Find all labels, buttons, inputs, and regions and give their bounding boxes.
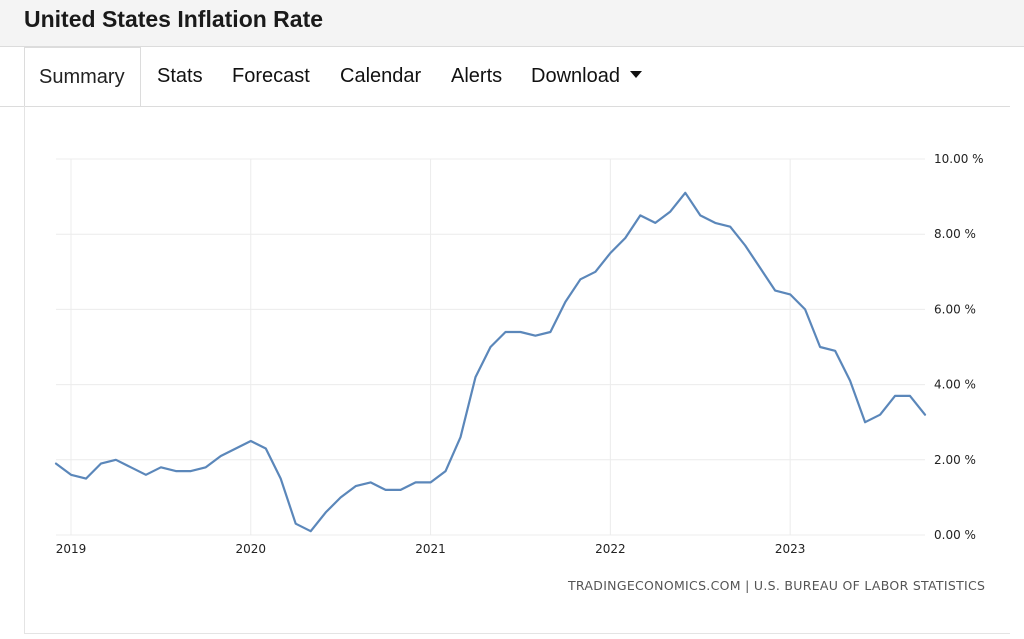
tab-bar: Summary Stats Forecast Calendar Alerts D… (0, 47, 1024, 107)
y-tick-label: 6.00 % (934, 302, 976, 316)
x-tick-label: 2019 (56, 542, 87, 556)
y-tick-label: 10.00 % (934, 152, 984, 166)
chart-source: TRADINGECONOMICS.COM | U.S. BUREAU OF LA… (568, 578, 986, 593)
y-tick-label: 8.00 % (934, 227, 976, 241)
chart-marks (54, 191, 927, 533)
tab-stats[interactable]: Stats (157, 65, 203, 87)
y-axis-labels: 0.00 % 2.00 % 4.00 % 6.00 % 8.00 % 10.00 % (934, 152, 984, 542)
chart-grid (56, 158, 925, 536)
tab-forecast[interactable]: Forecast (232, 65, 310, 87)
y-tick-label: 2.00 % (934, 453, 976, 467)
x-tick-label: 2020 (236, 542, 267, 556)
tab-summary[interactable]: Summary (24, 47, 141, 106)
x-axis-labels: 2019 2020 2021 2022 2023 (56, 542, 806, 556)
tab-download[interactable]: Download (531, 65, 642, 88)
page-title: United States Inflation Rate (24, 6, 324, 32)
page-header: United States Inflation Rate (0, 0, 1024, 47)
tab-calendar[interactable]: Calendar (340, 65, 422, 87)
x-tick-label: 2023 (775, 542, 806, 556)
panel-border-bottom (24, 633, 1010, 634)
x-tick-label: 2021 (415, 542, 446, 556)
tab-download-label: Download (531, 65, 620, 87)
tab-divider (0, 106, 1010, 107)
chevron-down-icon (629, 71, 642, 78)
tab-summary-label: Summary (39, 66, 125, 88)
panel-border-left (24, 106, 25, 634)
tab-alerts[interactable]: Alerts (451, 65, 503, 87)
y-tick-label: 4.00 % (934, 378, 976, 392)
x-tick-label: 2022 (595, 542, 626, 556)
series-line (54, 191, 927, 533)
y-tick-label: 0.00 % (934, 528, 976, 542)
